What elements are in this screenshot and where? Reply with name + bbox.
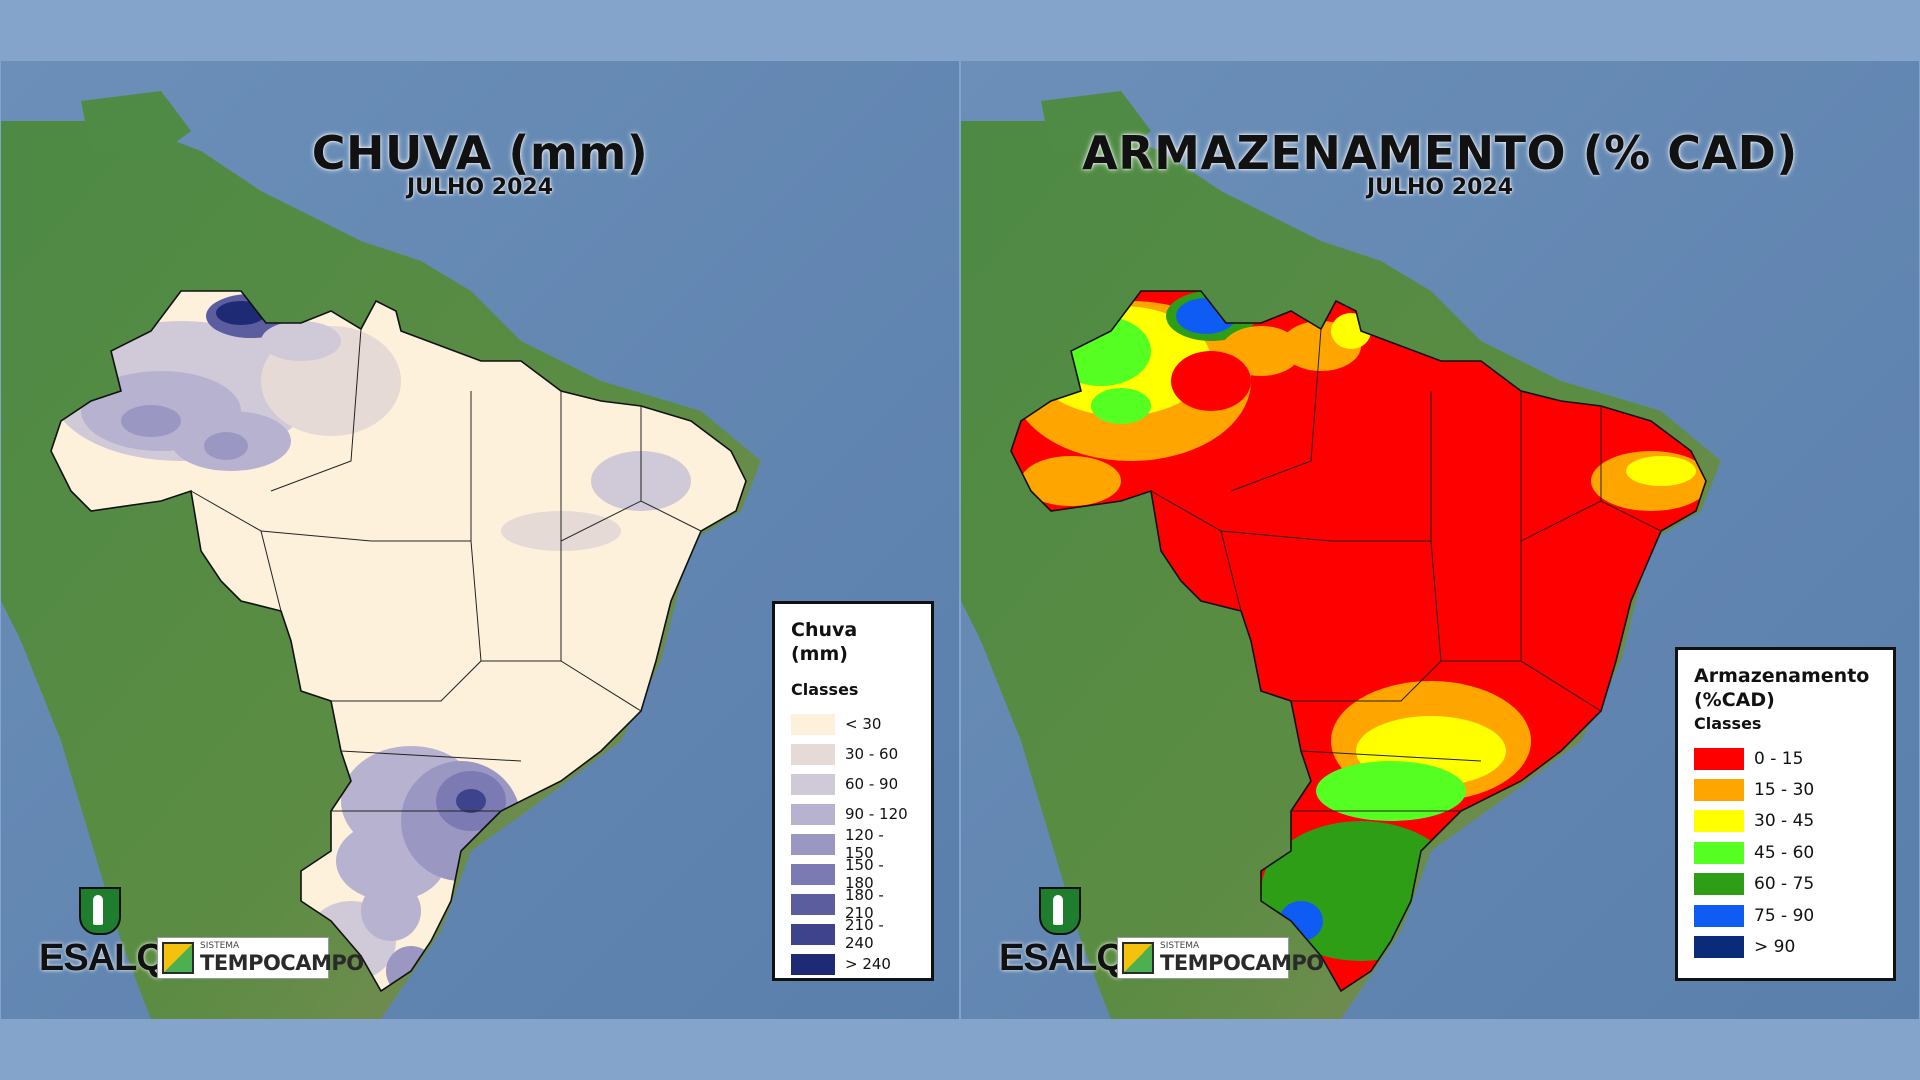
esalq-logo: ESALQ — [999, 887, 1126, 992]
rain-legend-item: 120 - 150 — [791, 826, 915, 862]
storage-legend-swatch — [1694, 841, 1744, 864]
storage-legend-label: 15 - 30 — [1754, 780, 1815, 801]
rain-legend-item: 30 - 60 — [791, 739, 915, 769]
esalq-logo-text: ESALQ — [39, 937, 166, 979]
tempocampo-small-text: SISTEMA — [1160, 941, 1200, 951]
esalq-logo: ESALQ — [39, 887, 166, 992]
storage-legend-item: 75 - 90 — [1694, 900, 1877, 931]
storage-legend-swatch — [1694, 873, 1744, 896]
rain-legend-swatch — [791, 773, 835, 795]
storage-map-title: ARMAZENAMENTO (% CAD) — [1082, 126, 1798, 180]
rain-map-subtitle: JULHO 2024 — [406, 175, 554, 200]
rain-legend-label: > 240 — [845, 955, 891, 973]
storage-legend-item: 15 - 30 — [1694, 774, 1877, 805]
rain-legend-label: 90 - 120 — [845, 805, 908, 823]
storage-legend-label: 0 - 15 — [1754, 748, 1804, 769]
rain-legend-swatch — [791, 833, 835, 855]
rain-legend-item: > 240 — [791, 949, 915, 979]
rain-legend: Chuva (mm) Classes < 30 30 - 60 60 - 90 90 … — [772, 601, 934, 981]
tempocampo-name: TEMPOCAMPO — [200, 951, 364, 975]
rain-legend-item: 90 - 120 — [791, 799, 915, 829]
storage-legend: Armazenamento (%CAD) Classes 0 - 15 15 - … — [1675, 647, 1896, 981]
esalq-logo-text: ESALQ — [999, 937, 1126, 979]
rain-legend-swatch — [791, 743, 835, 765]
rain-legend-item: 150 - 180 — [791, 856, 915, 892]
rain-legend-item: 180 - 210 — [791, 886, 915, 922]
rain-map-panel: CHUVA (mm) JULHO 2024 Chuva (mm) Classes… — [1, 61, 959, 1019]
rain-legend-swatch — [791, 893, 835, 915]
storage-legend-item: 45 - 60 — [1694, 837, 1877, 868]
tempocampo-sun-leaf-icon — [162, 942, 194, 974]
rain-legend-item: 210 - 240 — [791, 916, 915, 952]
tempocampo-logo: SISTEMA TEMPOCAMPO — [1117, 937, 1324, 979]
tempocampo-logo: SISTEMA TEMPOCAMPO — [157, 937, 364, 979]
storage-legend-label: 60 - 75 — [1754, 874, 1815, 895]
rain-legend-label: 150 - 180 — [845, 856, 884, 892]
storage-map-panel: ARMAZENAMENTO (% CAD) JULHO 2024 Armazen… — [961, 61, 1919, 1019]
rain-legend-label: 210 - 240 — [845, 916, 884, 952]
rain-legend-label: 60 - 90 — [845, 775, 899, 793]
storage-legend-label: 30 - 45 — [1754, 811, 1815, 832]
rain-legend-title: Chuva (mm) — [791, 619, 858, 665]
tempocampo-small-text: SISTEMA — [200, 941, 240, 951]
storage-legend-label: 75 - 90 — [1754, 905, 1815, 926]
rain-legend-swatch — [791, 713, 835, 735]
rain-legend-label: 30 - 60 — [845, 745, 899, 763]
rain-legend-swatch — [791, 803, 835, 825]
storage-map — [961, 61, 1919, 1019]
storage-legend-title: Armazenamento (%CAD) — [1694, 665, 1870, 711]
rain-legend-label: < 30 — [845, 715, 882, 733]
storage-legend-swatch — [1694, 779, 1744, 802]
rain-map-title: CHUVA (mm) — [311, 126, 649, 180]
rain-map — [1, 61, 959, 1019]
rain-legend-item: 60 - 90 — [791, 769, 915, 799]
rain-legend-swatch — [791, 923, 835, 945]
storage-legend-item: > 90 — [1694, 931, 1877, 962]
rain-legend-classes-label: Classes — [791, 680, 859, 699]
rain-legend-swatch — [791, 863, 835, 885]
rain-legend-label: 180 - 210 — [845, 886, 884, 922]
storage-legend-swatch — [1694, 904, 1744, 927]
storage-legend-swatch — [1694, 747, 1744, 770]
tempocampo-sun-leaf-icon — [1122, 942, 1154, 974]
storage-legend-item: 30 - 45 — [1694, 806, 1877, 837]
rain-legend-label: 120 - 150 — [845, 826, 884, 862]
storage-legend-label: > 90 — [1754, 937, 1796, 958]
storage-legend-label: 45 - 60 — [1754, 842, 1815, 863]
storage-map-subtitle: JULHO 2024 — [1366, 175, 1514, 200]
rain-legend-swatch — [791, 953, 835, 975]
storage-legend-classes-label: Classes — [1694, 714, 1762, 733]
storage-legend-item: 0 - 15 — [1694, 743, 1877, 774]
storage-legend-item: 60 - 75 — [1694, 869, 1877, 900]
rain-legend-item: < 30 — [791, 709, 915, 739]
tempocampo-name: TEMPOCAMPO — [1160, 951, 1324, 975]
storage-legend-swatch — [1694, 936, 1744, 959]
storage-legend-swatch — [1694, 810, 1744, 833]
